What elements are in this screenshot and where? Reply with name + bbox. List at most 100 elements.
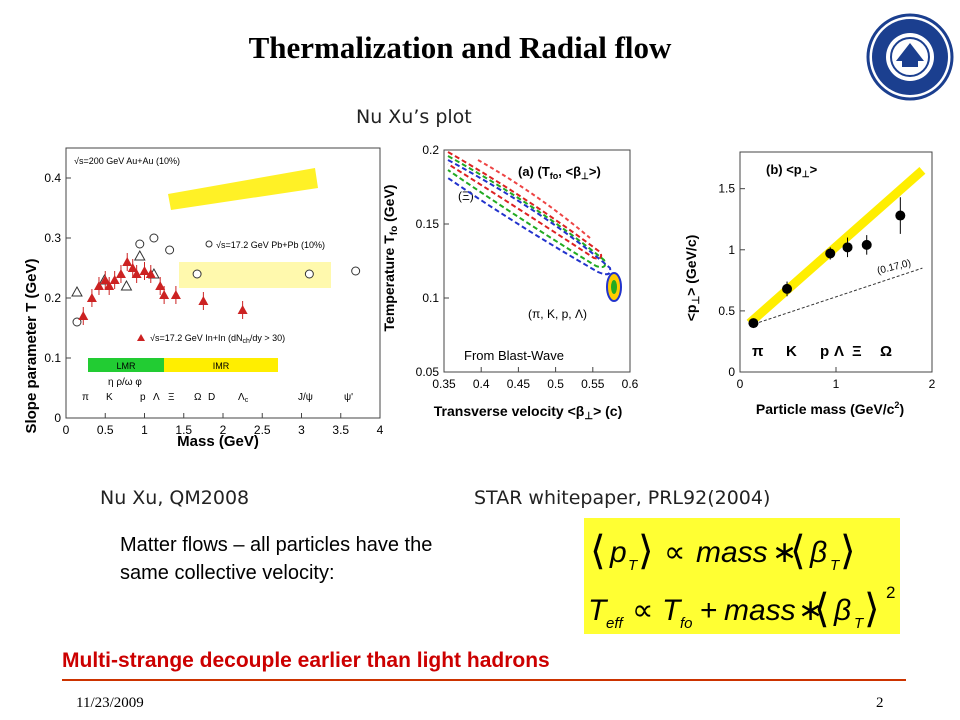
c3-xtick-label-1: 1 [833, 377, 840, 391]
c3-label-lambda: Λ [834, 343, 844, 360]
chart2-ylabel-tail: (GeV) [381, 185, 397, 226]
lmr-label: LMR [116, 361, 136, 371]
right-reference: STAR whitepaper, PRL92(2004) [474, 487, 771, 509]
c1-label-lambdac-sub: c [245, 397, 249, 404]
chart1-ylabel: Slope parameter T (GeV) [23, 258, 40, 433]
c2-ytick-label-0: 0.05 [416, 365, 440, 379]
svg-text:mass: mass [724, 594, 796, 627]
c1-point-s2-0 [78, 311, 89, 320]
footer-divider [62, 679, 906, 681]
c1-point-s0-2 [133, 249, 146, 261]
c2-xtick-label-1: 0.4 [473, 377, 490, 391]
c3-ytick-label-1: 0.5 [718, 304, 735, 318]
c3-label-pi: π [752, 343, 764, 360]
imr-band [164, 358, 278, 372]
c1-point-s2-8 [127, 263, 138, 272]
chart3-title-sub: ⊥ [802, 169, 810, 179]
chart2-title-end: >) [589, 164, 601, 179]
chart3-ylabel-sub: ⊥ [691, 296, 702, 305]
c1-point-s2-12 [155, 281, 166, 290]
c3-xtick-label-2: 2 [929, 377, 936, 391]
svg-text:⟩: ⟩ [840, 529, 856, 573]
legend-3-tail: /dy > 30) [250, 333, 285, 343]
blast-wave-chart: Temperature Tfo (GeV) Transverse velocit… [381, 143, 639, 422]
legend-1: √s=200 GeV Au+Au (10%) [74, 156, 180, 166]
c2-xtick-label-5: 0.6 [622, 377, 639, 391]
c3-label-xi: Ξ [852, 343, 862, 360]
legend-3: √s=17.2 GeV In+In (dN [150, 333, 243, 343]
svg-text:mass: mass [696, 536, 768, 569]
c1-point-s2-10 [139, 266, 150, 275]
blast-wave-annotation: From Blast-Wave [464, 348, 564, 363]
slide-title: Thermalization and Radial flow [248, 30, 672, 65]
svg-text:√s=17.2 GeV In+In (dNch/dy > 3: √s=17.2 GeV In+In (dNch/dy > 30) [150, 333, 285, 345]
svg-text:(b) <p⊥>: (b) <p⊥> [766, 162, 818, 179]
c2-ytick-label-3: 0.2 [422, 143, 439, 157]
svg-text:∗: ∗ [798, 594, 823, 627]
chart1-hatched-band [168, 168, 318, 210]
c2-xtick-label-2: 0.45 [507, 377, 531, 391]
chart2-xlabel: Transverse velocity <β [434, 403, 585, 419]
chart3-title: (b) <p [766, 162, 802, 177]
body-text: Matter flows – all particles have the sa… [120, 531, 560, 587]
svg-text:<p⊥> (GeV/c): <p⊥> (GeV/c) [683, 235, 702, 322]
chart2-title-sub: fo [550, 171, 559, 181]
c1-point-s1-2 [149, 233, 159, 243]
band-sublabel: η ρ/ω φ [108, 377, 142, 388]
svg-text:⟩: ⟩ [638, 529, 654, 573]
c1-label-lambda: Λ [153, 392, 160, 403]
c1-label-p: p [140, 392, 146, 403]
svg-text:Λc: Λc [238, 392, 249, 404]
c3-ytick-label-2: 1 [728, 243, 735, 257]
plot-credit: Nu Xu’s plot [356, 106, 472, 128]
university-seal-icon [866, 13, 954, 101]
svg-text:⟨: ⟨ [790, 529, 806, 573]
c3-xtick-label-0: 0 [737, 377, 744, 391]
c1-point-s2-11 [145, 269, 156, 278]
imr-label: IMR [213, 361, 230, 371]
c1-point-s1-3 [165, 245, 175, 255]
c3-reference-line [749, 267, 923, 327]
chart2-ylabel: Temperature T [381, 235, 397, 332]
c1-point-s3-2 [198, 296, 209, 305]
svg-text:T: T [588, 594, 609, 627]
c3-point-2 [825, 248, 836, 259]
c1-point-s1-6 [351, 266, 361, 276]
svg-text:T: T [854, 615, 865, 632]
mean-pt-chart: <p⊥> (GeV/c) Particle mass (GeV/c2) (b) … [683, 151, 936, 417]
svg-text:fo: fo [680, 615, 693, 632]
c3-label-omega: Ω [880, 343, 892, 360]
c1-xtick-label-4: 2 [220, 423, 227, 437]
c3-fit-line [746, 166, 926, 327]
svg-text:T: T [830, 557, 841, 574]
svg-text:⟨: ⟨ [590, 529, 606, 573]
svg-text:⟨: ⟨ [814, 587, 830, 631]
light-hadron-contour [606, 272, 622, 302]
c1-ytick-label-1: 0.1 [44, 351, 61, 365]
svg-text:Transverse velocity <β⊥> (c): Transverse velocity <β⊥> (c) [434, 403, 623, 422]
c3-point-1 [782, 283, 793, 294]
chart3-ylabel: <p [683, 305, 699, 322]
formula-box: ⟨ p T ⟩ ∝ mass ∗ ⟨ β T ⟩ T eff ∝ T fo + … [584, 518, 900, 634]
c1-point-s2-7 [122, 257, 133, 266]
chart2-title-sub2: ⊥ [581, 171, 589, 181]
lmr-band [88, 358, 164, 372]
svg-text:2: 2 [886, 583, 895, 602]
chart3-xlabel-tail: ) [899, 401, 904, 417]
c1-xtick-label-0: 0 [63, 423, 70, 437]
svg-text:β: β [833, 594, 851, 627]
c1-point-s1-4 [192, 269, 202, 279]
c1-xtick-label-1: 0.5 [97, 423, 114, 437]
chart3-xlabel-sup: 2 [894, 400, 899, 410]
c1-point-s2-3 [100, 275, 111, 284]
c3-point-5 [895, 210, 906, 221]
c2-xtick-label-4: 0.55 [581, 377, 605, 391]
c2-ytick-label-2: 0.15 [416, 217, 440, 231]
slope-parameter-chart: Slope parameter T (GeV) Mass (GeV) LMR I… [23, 147, 384, 450]
c3-point-3 [842, 242, 853, 253]
c1-point-s0-3 [120, 279, 133, 291]
svg-text:Temperature Tfo (GeV): Temperature Tfo (GeV) [381, 185, 400, 332]
chart2-label-light: (π, K, p, Λ) [528, 307, 587, 321]
c3-ytick-label-0: 0 [728, 365, 735, 379]
c1-point-s3-3 [237, 305, 248, 314]
